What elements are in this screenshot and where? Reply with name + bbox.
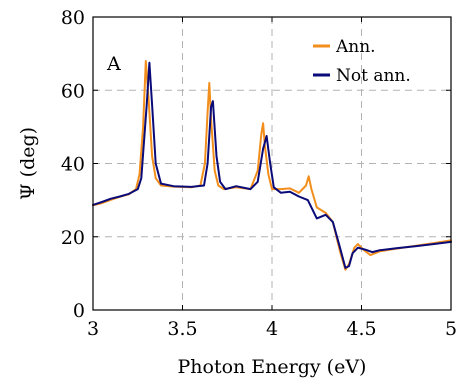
- legend-label-ann: Ann.: [335, 37, 376, 57]
- y-tick-label: 80: [61, 7, 85, 29]
- grid: [93, 17, 451, 310]
- y-axis-label: Ψ (deg): [17, 127, 39, 200]
- x-tick-label: 3: [87, 318, 99, 340]
- series-line-not-ann: [92, 61, 452, 269]
- legend: Ann. Not ann.: [313, 37, 411, 86]
- ticks: 3 3.5 4 4.5 5 0 20 40 60 80: [61, 7, 457, 340]
- x-tick-label: 3.5: [167, 318, 197, 340]
- panel-label: A: [106, 53, 121, 75]
- x-axis-label: Photon Energy (eV): [178, 356, 367, 378]
- x-tick-label: 4: [266, 318, 278, 340]
- y-tick-label: 60: [61, 80, 85, 102]
- y-tick-label: 0: [73, 300, 85, 322]
- x-tick-label: 5: [445, 318, 457, 340]
- series-layer: [92, 60, 452, 271]
- y-tick-label: 20: [61, 227, 85, 249]
- y-tick-label: 40: [61, 154, 85, 176]
- x-tick-label: 4.5: [346, 318, 376, 340]
- legend-label-not-ann: Not ann.: [336, 66, 411, 86]
